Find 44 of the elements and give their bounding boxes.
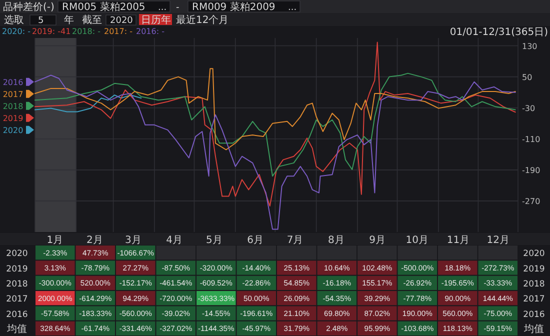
text: 2016: - xyxy=(136,27,165,36)
x-tick-label: 12月 xyxy=(486,235,510,246)
text: 01/01-12/31(365日) xyxy=(450,27,548,38)
y-tick-label: 均值 xyxy=(6,322,27,335)
text: 2019: -41 xyxy=(32,27,71,36)
text: 2018: - xyxy=(72,27,101,36)
y-tick-label: -190 xyxy=(522,166,540,175)
x-tick-label: 5月 xyxy=(206,235,222,246)
text: 2017: - xyxy=(104,27,133,36)
y-tick-label: 130 xyxy=(522,42,538,51)
x-tick-label: 9月 xyxy=(369,235,386,246)
text: 5 xyxy=(38,16,44,26)
y-tick-label: 2018 xyxy=(6,279,28,290)
x-tick-label: 10月 xyxy=(406,235,429,246)
text: 2020 xyxy=(110,16,134,26)
x-tick-label: 11月 xyxy=(446,235,470,246)
text: 品种差价(-) xyxy=(3,1,55,13)
text: 日历年 xyxy=(141,14,171,26)
y-tick-label: -30 xyxy=(522,104,536,113)
y-tick-label: 50 xyxy=(522,72,532,82)
text: 年 xyxy=(64,14,74,26)
x-tick-label: 6月 xyxy=(247,235,264,246)
y-tick-label: 2017 xyxy=(6,294,28,305)
y-tick-label: 2019 xyxy=(6,264,28,274)
x-tick-label: 3月 xyxy=(125,235,142,246)
x-tick-label: 7月 xyxy=(286,235,304,246)
text: ... xyxy=(158,3,167,13)
text: 2020: - xyxy=(2,27,31,36)
line-series xyxy=(34,72,516,177)
text: ... xyxy=(288,3,297,13)
y-tick-label: 2016 xyxy=(6,310,28,320)
text: 截至 xyxy=(82,14,102,26)
x-tick-label: 8月 xyxy=(328,235,344,246)
x-tick-label: 1月 xyxy=(46,235,64,246)
text: 最近12个月 xyxy=(176,14,229,26)
text: 选取 xyxy=(4,14,24,26)
text: - xyxy=(176,3,180,13)
text: RM005 菜粕2005 xyxy=(62,1,146,13)
y-tick-label: 2020 xyxy=(6,249,28,260)
y-tick-label: -110 xyxy=(522,134,540,144)
y-tick-label: -270 xyxy=(522,196,540,206)
x-tick-label: 2月 xyxy=(86,235,103,246)
x-tick-label: 4月 xyxy=(166,235,183,246)
text: RM009 菜粕2009 xyxy=(192,1,276,13)
